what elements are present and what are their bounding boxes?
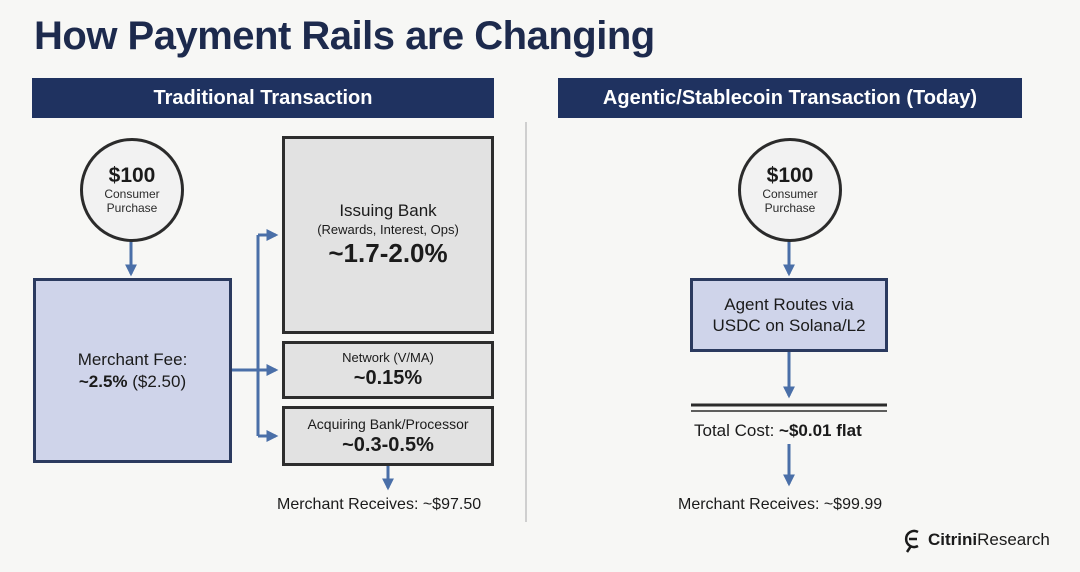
route-line2: USDC on Solana/L2 xyxy=(712,316,866,335)
agentic-purchase-amount: $100 xyxy=(766,163,814,187)
merchant-fee-value: ~2.5% ($2.50) xyxy=(79,371,186,392)
purchase-amount: $100 xyxy=(108,163,156,187)
purchase-line2: Purchase xyxy=(106,201,158,216)
total-cost: Total Cost: ~$0.01 flat xyxy=(694,421,862,441)
agentic-header: Agentic/Stablecoin Transaction (Today) xyxy=(558,78,1022,118)
logo-bold: Citrini xyxy=(928,530,978,549)
citrini-logo-icon xyxy=(904,529,919,553)
merchant-fee-label: Merchant Fee: xyxy=(77,350,188,370)
acquiring-value: ~0.3-0.5% xyxy=(342,434,434,457)
issuing-bank-box: Issuing Bank (Rewards, Interest, Ops) ~1… xyxy=(282,136,494,334)
merchant-fee-pct: ~2.5% xyxy=(78,371,128,391)
network-value: ~0.15% xyxy=(353,367,423,390)
issuing-sub: (Rewards, Interest, Ops) xyxy=(317,221,459,237)
total-cost-value: ~$0.01 flat xyxy=(779,421,862,440)
total-cost-label: Total Cost: xyxy=(694,421,775,440)
column-divider xyxy=(525,122,527,522)
agentic-purchase-circle: $100 Consumer Purchase xyxy=(738,138,842,242)
merchant-fee-amt: ($2.50) xyxy=(132,371,187,391)
page-title: How Payment Rails are Changing xyxy=(34,14,655,58)
merchant-fee-box: Merchant Fee: ~2.5% ($2.50) xyxy=(33,278,232,463)
agentic-receives: Merchant Receives: ~$99.99 xyxy=(678,496,883,513)
issuing-title: Issuing Bank xyxy=(339,201,437,221)
agent-route-box: Agent Routes via USDC on Solana/L2 xyxy=(690,278,888,352)
agentic-purchase-line2: Purchase xyxy=(764,201,816,216)
traditional-purchase-circle: $100 Consumer Purchase xyxy=(80,138,184,242)
purchase-line1: Consumer xyxy=(104,186,160,201)
agentic-purchase-line1: Consumer xyxy=(762,186,818,201)
acquiring-box: Acquiring Bank/Processor ~0.3-0.5% xyxy=(282,406,494,466)
traditional-header: Traditional Transaction xyxy=(32,78,494,118)
citrini-logo: Citrini Research xyxy=(902,527,1050,553)
issuing-value: ~1.7-2.0% xyxy=(328,238,448,269)
network-title: Network (V/MA) xyxy=(342,349,434,365)
logo-rest: Research xyxy=(977,530,1050,549)
acquiring-title: Acquiring Bank/Processor xyxy=(307,415,469,432)
route-line1: Agent Routes via xyxy=(724,294,854,314)
network-box: Network (V/MA) ~0.15% xyxy=(282,341,494,399)
traditional-receives: Merchant Receives: ~$97.50 xyxy=(277,496,482,513)
